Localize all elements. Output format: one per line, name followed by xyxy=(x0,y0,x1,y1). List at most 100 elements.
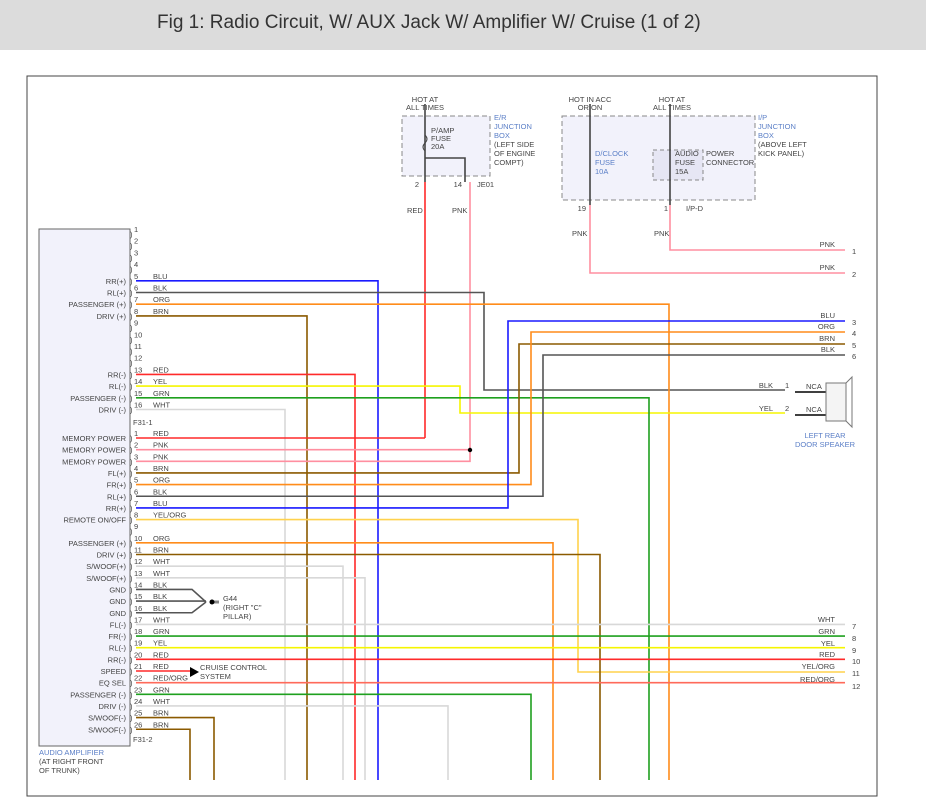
arrow-icon xyxy=(190,667,199,677)
pin-number: 6 xyxy=(134,487,138,496)
cruise-control-label: SYSTEM xyxy=(200,672,231,681)
pin-function-label: SPEED xyxy=(101,667,127,676)
output-number: 7 xyxy=(852,622,856,631)
wire-c2-pin-8 xyxy=(136,518,845,673)
pin-number: 16 xyxy=(134,401,142,410)
wire-color-label: RED xyxy=(407,206,423,215)
wire-color-label: BRN xyxy=(153,720,169,729)
connector-label: JE01 xyxy=(477,180,494,189)
output-wire-color: PNK xyxy=(820,263,835,272)
pin-function-label: DRIV (-) xyxy=(99,702,127,711)
wire-c2-pin-4 xyxy=(136,343,845,474)
pin-number: 10 xyxy=(134,534,142,543)
connector-bracket-icon: ) xyxy=(130,585,133,594)
pin-function-label: DRIV (-) xyxy=(99,406,127,415)
connector-bracket-icon: ) xyxy=(130,551,133,560)
connector-bracket-icon: ) xyxy=(130,655,133,664)
pin-function-label: MEMORY POWER xyxy=(62,457,126,466)
fuse-label: 10A xyxy=(595,167,608,176)
pin-number: 12 xyxy=(134,557,142,566)
wire-color-label: WHT xyxy=(153,615,170,624)
wire-color-label: PNK xyxy=(452,206,467,215)
pin-number: 20 xyxy=(134,650,142,659)
connector-bracket-icon: ) xyxy=(130,702,133,711)
wire-color-label: PNK xyxy=(153,441,168,450)
wire-c1-pin-8 xyxy=(136,315,308,780)
pin-number: 24 xyxy=(134,697,142,706)
output-wire-color: BLU xyxy=(820,311,835,320)
pin-number: 2 xyxy=(415,180,419,189)
wire-color-label: BLK xyxy=(153,284,167,293)
ground-location: PILLAR) xyxy=(223,612,252,621)
connector-bracket-icon: ) xyxy=(130,394,133,403)
junction-box-location: (ABOVE LEFT xyxy=(758,140,807,149)
output-number: 3 xyxy=(852,318,856,327)
amplifier-name: AUDIO AMPLIFIER xyxy=(39,748,105,757)
pin-number: 14 xyxy=(134,377,142,386)
wire-pnk-output-1 xyxy=(669,205,845,251)
connector-bracket-icon: ) xyxy=(130,644,133,653)
hot-label: HOT AT xyxy=(412,95,439,104)
pin-function-label: FL(-) xyxy=(110,620,127,629)
pin-number: 1 xyxy=(134,225,138,234)
pin-number: 4 xyxy=(134,260,138,269)
wire-c1-pin-5 xyxy=(136,279,379,780)
wire-color-label: BLU xyxy=(153,272,168,281)
pin-function-label: MEMORY POWER xyxy=(62,446,126,455)
pin-number: 26 xyxy=(134,720,142,729)
pin-function-label: PASSENGER (-) xyxy=(70,690,126,699)
wire-color-label: BRN xyxy=(153,546,169,555)
wire-color-label: PNK xyxy=(654,229,669,238)
pin-function-label: S/WOOF(-) xyxy=(88,714,126,723)
connector-bracket-icon: ) xyxy=(130,324,133,333)
wire-color-label: BRN xyxy=(153,464,169,473)
connector-bracket-icon: ) xyxy=(130,667,133,676)
connector-bracket-icon: ) xyxy=(130,725,133,734)
output-wire-color: ORG xyxy=(818,322,835,331)
pin-number: 1 xyxy=(134,429,138,438)
fuse-label: AUDIO xyxy=(675,149,699,158)
junction-box-location: COMPT) xyxy=(494,158,524,167)
pin-number: 23 xyxy=(134,685,142,694)
speaker-cone-icon xyxy=(845,375,853,429)
connector-bracket-icon: ) xyxy=(130,300,133,309)
pin-number: 6 xyxy=(134,284,138,293)
connector-bracket-icon: ) xyxy=(130,679,133,688)
connector-bracket-icon: ) xyxy=(130,406,133,415)
wire-color-label: GRN xyxy=(153,389,170,398)
pin-function-label: S/WOOF(-) xyxy=(88,725,126,734)
connector-bracket-icon: ) xyxy=(130,335,133,344)
output-number: 8 xyxy=(852,634,856,643)
fuse-label: FUSE xyxy=(595,158,615,167)
connector-bracket-icon: ) xyxy=(130,253,133,262)
wire-color-label: WHT xyxy=(153,569,170,578)
pin-function-label: EQ SEL xyxy=(99,679,126,688)
connector-bracket-icon: ) xyxy=(130,312,133,321)
power-connector-box xyxy=(652,149,704,181)
wire-color-label: ORG xyxy=(153,476,170,485)
pin-number: 25 xyxy=(134,709,142,718)
connector-bracket-icon: ) xyxy=(130,446,133,455)
pin-number: 11 xyxy=(134,342,142,351)
pin-number: 2 xyxy=(134,441,138,450)
output-number: 5 xyxy=(852,341,856,350)
wire-color-label: YEL/ORG xyxy=(153,511,187,520)
hot-label: HOT AT xyxy=(659,95,686,104)
pin-number: 5 xyxy=(134,272,138,281)
pin-function-label: RR(+) xyxy=(106,277,127,286)
fuse-label: 15A xyxy=(675,167,688,176)
speaker-name: LEFT REAR xyxy=(804,431,846,440)
power-connector-label: POWER xyxy=(706,149,735,158)
junction-box-name: JUNCTION xyxy=(758,122,796,131)
pin-number: 7 xyxy=(134,499,138,508)
wire-c2-pin-24 xyxy=(136,705,449,780)
pin-number: 2 xyxy=(785,404,789,413)
pin-number: 22 xyxy=(134,674,142,683)
wire-color-label: ORG xyxy=(153,534,170,543)
hot-label: HOT IN ACC xyxy=(569,95,612,104)
connector-bracket-icon: ) xyxy=(130,370,133,379)
output-wire-color: WHT xyxy=(818,615,835,624)
connector-label: I/P-D xyxy=(686,204,704,213)
wire-c1-pin-15 xyxy=(136,396,650,780)
pin-number: 18 xyxy=(134,627,142,636)
